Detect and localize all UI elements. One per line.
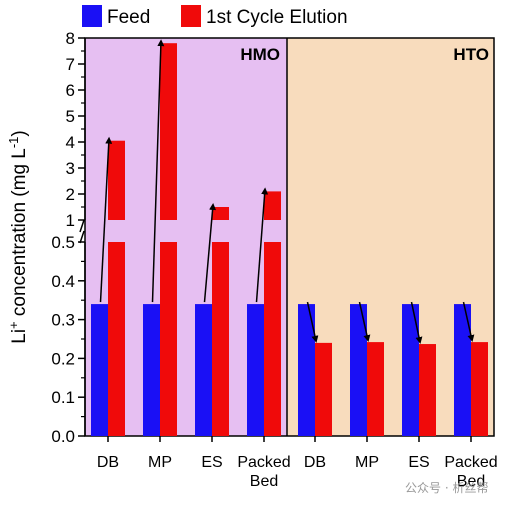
x-tick-label: MP: [148, 454, 172, 471]
plot-frame: [84, 37, 495, 437]
y-tick-label: 0.5: [51, 233, 75, 252]
x-axis-labels: DB MP ES Packed Bed DB MP ES Packed Bed: [97, 436, 498, 490]
bar-feed-hto-2: [402, 304, 419, 436]
y-axis-label-prefix: Li: [9, 329, 30, 344]
bar-feed-hmo-3: [247, 304, 264, 436]
axis-break-mark: [79, 219, 85, 233]
x-tick-label: DB: [97, 454, 119, 471]
bar-elution-upper-hmo-2: [212, 207, 229, 220]
bar-elution-upper-hmo-1: [160, 43, 177, 221]
y-tick-label: 6: [66, 81, 75, 100]
bar-elution-hto-1: [367, 342, 384, 436]
bar-feed-hto-0: [298, 304, 315, 436]
legend-label-feed: Feed: [107, 7, 150, 28]
arrows-group: [99, 39, 475, 345]
change-arrow: [99, 136, 113, 303]
y-tick-label: 3: [66, 159, 75, 178]
panel-label-hto: HTO: [453, 45, 489, 64]
x-tick-label: ES: [408, 454, 429, 471]
x-tick-label: Packed Bed: [237, 454, 290, 490]
bar-elution-upper-hmo-0: [108, 140, 125, 220]
y-tick-label: 0.2: [51, 349, 75, 368]
bar-elution-hto-3: [471, 342, 488, 436]
change-arrow: [306, 301, 319, 343]
y-axis-label-middle: concentration (mg L: [9, 148, 30, 321]
bar-feed-hmo-2: [195, 304, 212, 436]
change-arrow: [203, 203, 217, 303]
bar-feed-hto-3: [454, 304, 471, 436]
change-arrow: [255, 187, 269, 303]
bar-feed-hmo-1: [143, 304, 160, 436]
y-tick-label: 7: [66, 55, 75, 74]
y-tick-label: 5: [66, 107, 75, 126]
bar-feed-hmo-0: [91, 304, 108, 436]
y-tick-label: 0.4: [51, 272, 75, 291]
watermark-text: 公众号 · 析丝帮: [405, 481, 488, 495]
y-tick-label: 2: [66, 185, 75, 204]
panel-label-hmo: HMO: [240, 45, 280, 64]
bar-elution-hto-2: [419, 344, 436, 436]
y-axis-label-suffix: ): [9, 130, 30, 136]
x-tick-label: Packed Bed: [444, 454, 497, 490]
bar-elution-lower-hmo-3: [264, 242, 281, 436]
y-axis-label-sup2: -1: [6, 137, 21, 149]
axis-break-mark: [79, 230, 85, 244]
y-tick-label: 1: [66, 211, 75, 230]
y-tick-label: 0.3: [51, 311, 75, 330]
y-tick-label: 0.1: [51, 388, 75, 407]
legend-swatch-feed: [82, 5, 102, 27]
y-axis: 0.0 0.1 0.2 0.3 0.4 0.5 1 2 3 4 5 6 7 8: [51, 29, 86, 446]
legend-label-elution: 1st Cycle Elution: [206, 7, 348, 28]
y-tick-label: 4: [66, 133, 75, 152]
x-tick-label: MP: [355, 454, 379, 471]
bar-feed-hto-1: [350, 304, 367, 436]
legend-swatch-elution: [181, 5, 201, 27]
y-axis-label-sup1: +: [6, 321, 21, 329]
bar-elution-lower-hmo-2: [212, 242, 229, 436]
change-arrow: [410, 301, 423, 345]
change-arrow: [462, 301, 475, 343]
y-axis-label: Li+ concentration (mg L-1): [6, 130, 30, 343]
change-arrow: [151, 39, 165, 303]
bar-elution-upper-hmo-3: [264, 191, 281, 220]
y-tick-label: 8: [66, 29, 75, 48]
bars-group: [91, 43, 488, 436]
bar-elution-hto-0: [315, 342, 332, 436]
y-tick-label: 0.0: [51, 427, 75, 446]
bar-elution-lower-hmo-0: [108, 242, 125, 436]
x-tick-label: DB: [304, 454, 326, 471]
change-arrow: [358, 301, 371, 343]
x-tick-label: ES: [201, 454, 222, 471]
bar-elution-lower-hmo-1: [160, 242, 177, 436]
